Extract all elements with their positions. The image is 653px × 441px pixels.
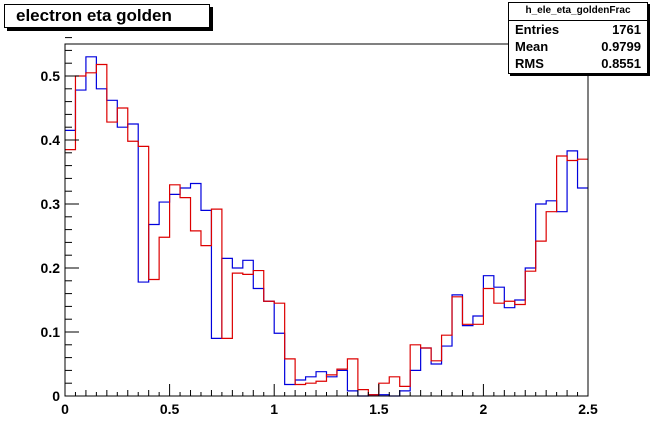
axis-layer: 0 0.5 1 1.5 2 2.5 0 0.1 0.2 0.3 0.4 0.5 (41, 37, 598, 417)
stats-row-rms: RMS 0.8551 (509, 55, 647, 72)
stats-value: 1761 (612, 22, 641, 37)
x-tick-label: 2.5 (578, 401, 598, 417)
y-tick-label: 0.4 (41, 132, 61, 148)
y-tick-label: 0.3 (41, 196, 61, 212)
stats-label: RMS (515, 56, 544, 71)
x-tick-label: 0.5 (160, 401, 180, 417)
stats-value: 0.9799 (601, 39, 641, 54)
x-tick-label: 2 (480, 401, 488, 417)
x-tick-label: 1 (270, 401, 278, 417)
stats-label: Mean (515, 39, 549, 54)
series-layer (65, 56, 588, 397)
histogram-series-1 (65, 56, 588, 397)
stats-box: h_ele_eta_goldenFrac Entries 1761 Mean 0… (508, 2, 648, 74)
x-tick-label: 0 (61, 401, 69, 417)
y-tick-label: 0.2 (41, 260, 61, 276)
stats-label: Entries (515, 22, 560, 37)
y-tick-label: 0.1 (41, 324, 61, 340)
stats-row-entries: Entries 1761 (509, 21, 647, 38)
x-tick-label: 1.5 (369, 401, 389, 417)
chart-title: electron eta golden (4, 4, 210, 28)
y-tick-label: 0.5 (41, 68, 61, 84)
stats-row-mean: Mean 0.9799 (509, 38, 647, 55)
plot-frame (64, 43, 589, 397)
histogram-series-2 (65, 63, 588, 396)
y-tick-label: 0 (52, 388, 60, 404)
stats-histogram-name: h_ele_eta_goldenFrac (509, 3, 647, 21)
stats-value: 0.8551 (601, 56, 641, 71)
